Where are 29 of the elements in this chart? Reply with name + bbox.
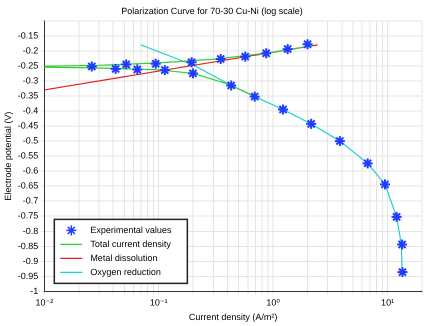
- legend-label: Experimental values: [90, 224, 172, 235]
- y-tick-label: -0.35: [18, 90, 38, 100]
- x-tick-label: 10⁰: [266, 297, 280, 308]
- y-tick-label: -0.2: [22, 45, 38, 56]
- y-tick-label: -0.6: [22, 166, 38, 176]
- y-tick-label: -0.75: [18, 210, 38, 221]
- y-tick-label: -0.65: [18, 180, 38, 191]
- y-tick-label: -0.4: [22, 105, 38, 116]
- y-tick-label: -0.7: [22, 196, 38, 206]
- y-tick-label: -0.55: [18, 150, 38, 161]
- x-tick-label: 10⁻¹: [150, 297, 168, 308]
- y-tick-label: -0.9: [22, 256, 38, 266]
- chart-title: Polarization Curve for 70-30 Cu-Ni (log scale): [121, 6, 303, 16]
- y-tick-label: -0.45: [18, 120, 38, 131]
- y-tick-label: -1: [30, 286, 38, 296]
- y-tick-label: -0.25: [18, 60, 38, 70]
- y-tick-label: -0.95: [18, 270, 38, 281]
- y-tick-label: -0.3: [22, 75, 38, 86]
- x-tick-label: 10¹: [381, 297, 394, 308]
- y-tick-label: -0.15: [18, 30, 38, 40]
- y-tick-label: -0.5: [22, 136, 38, 146]
- x-tick-label: 10⁻²: [35, 297, 54, 308]
- legend-label: Oxygen reduction: [90, 266, 161, 277]
- legend-label: Metal dissolution: [90, 252, 158, 263]
- y-tick-label: -0.85: [18, 240, 38, 251]
- y-tick-label: -0.8: [22, 226, 38, 236]
- y-axis-title: Electrode potential (V): [2, 112, 13, 201]
- x-axis-title: Current density (A/m²): [188, 312, 278, 322]
- legend-label: Total current density: [90, 238, 172, 249]
